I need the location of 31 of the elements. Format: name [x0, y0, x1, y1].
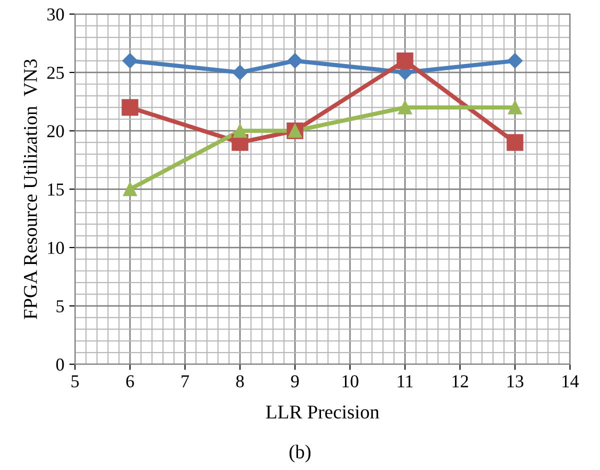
y-tick-label: 0 [56, 358, 64, 371]
x-tick-label: 7 [182, 375, 189, 388]
y-tick-label: 30 [47, 8, 64, 21]
text: (b) [290, 444, 310, 462]
x-tick-label: 10 [342, 375, 358, 388]
point [232, 64, 248, 80]
x-tick-label: 6 [126, 375, 134, 388]
x-tick-label: 14 [562, 375, 579, 388]
point [396, 52, 414, 70]
x-tick-label: 11 [398, 375, 413, 388]
y-tick-label: 25 [47, 66, 64, 79]
y-axis-title: FPGA Resource Utilization VN3 [23, 59, 38, 320]
point [123, 182, 137, 196]
point [507, 53, 523, 68]
point [398, 100, 412, 114]
point [122, 53, 138, 68]
x-tick-label: 8 [236, 375, 244, 388]
y-tick-label: 5 [56, 300, 64, 312]
point [122, 99, 138, 116]
x-tick-label: 9 [291, 375, 299, 388]
point [506, 134, 524, 151]
y-tick-label: 20 [47, 125, 64, 138]
x-tick-label: 12 [452, 375, 468, 388]
y-tick-label: 10 [48, 242, 64, 254]
point [287, 53, 303, 68]
x-tick-label: 5 [72, 375, 79, 388]
point [508, 100, 522, 114]
point [233, 124, 247, 138]
x-axis-title: LLR Precision [266, 406, 380, 419]
y-tick-label: 15 [48, 184, 64, 196]
x-tick-label: 13 [508, 375, 524, 388]
